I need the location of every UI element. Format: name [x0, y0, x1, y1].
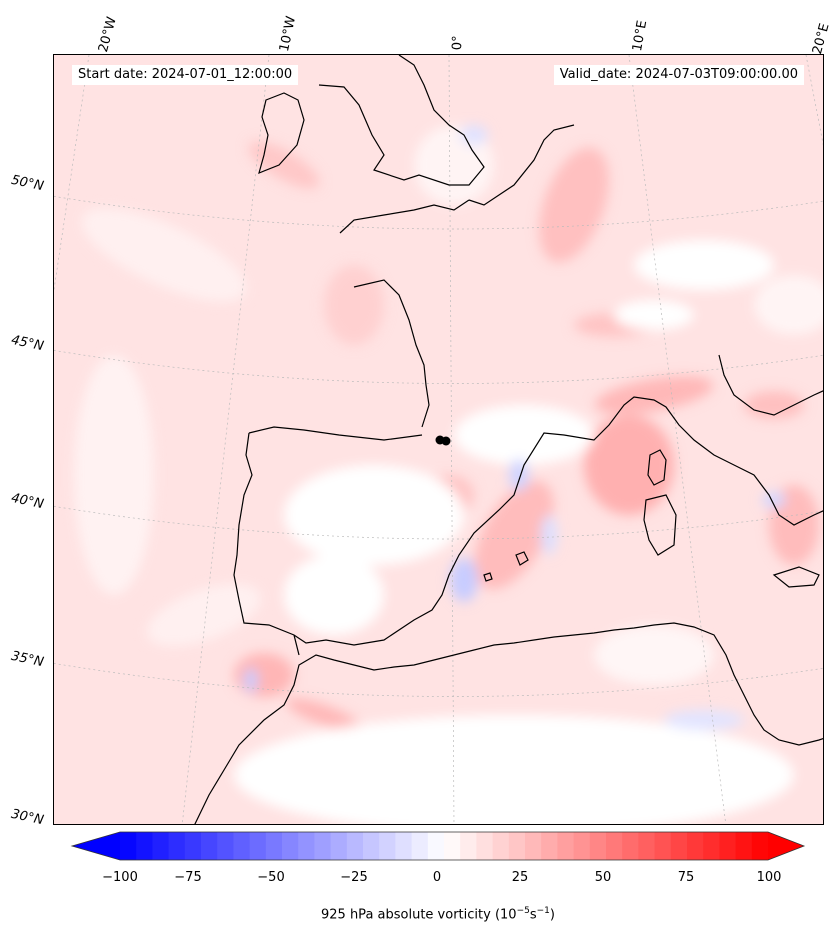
colorbar-segment [508, 832, 526, 860]
colorbar-segment [152, 832, 170, 860]
lat-label-45n: 45°N [9, 332, 45, 355]
colorbar-segment [573, 832, 591, 860]
colorbar-min-arrow [72, 832, 120, 860]
colorbar-segment [314, 832, 332, 860]
colorbar-segment [460, 832, 477, 860]
colorbar-segment [379, 832, 396, 860]
colorbar-segment [136, 832, 153, 860]
colorbar-segment [606, 832, 623, 860]
lat-label-50n: 50°N [9, 172, 45, 195]
valid-date-label: Valid_date: 2024-07-03T09:00:00.00 [553, 65, 804, 85]
colorbar-segment [363, 832, 380, 860]
lat-label-35n: 35°N [9, 648, 45, 671]
colorbar-segment [346, 832, 364, 860]
lon-label-10e: 10°E [630, 19, 651, 53]
colorbar-segment [249, 832, 267, 860]
colorbar-segment [703, 832, 720, 860]
colorbar-segment [622, 832, 639, 860]
colorbar-segment [735, 832, 753, 860]
vorticity-map [54, 55, 823, 824]
lon-label-0: 0° [450, 35, 466, 51]
colorbar-segment [298, 832, 315, 860]
colorbar-tick: 75 [677, 870, 695, 885]
colorbar-segment [330, 832, 348, 860]
colorbar-tick: 25 [511, 870, 529, 885]
colorbar-segment [120, 832, 137, 860]
colorbar-max-arrow [768, 832, 804, 860]
lat-label-30n: 30°N [9, 806, 45, 829]
lat-label-40n: 40°N [9, 490, 45, 513]
start-date-label: Start date: 2024-07-01_12:00:00 [72, 65, 299, 85]
colorbar-segment [184, 832, 202, 860]
colorbar-segment [525, 832, 542, 860]
colorbar-segment [687, 832, 704, 860]
coastlines [194, 55, 823, 824]
colorbar-segment [638, 832, 656, 860]
colorbar-tick: −25 [340, 870, 368, 885]
colorbar-segment [217, 832, 234, 860]
colorbar-tick: 0 [432, 870, 442, 885]
location-marker [435, 435, 451, 446]
colorbar-tick: −50 [257, 870, 285, 885]
colorbar-segment [201, 832, 218, 860]
colorbar [70, 831, 806, 861]
colorbar-segment [282, 832, 299, 860]
colorbar-segment [411, 832, 429, 860]
colorbar-tick: −100 [102, 870, 138, 885]
lon-label-20e: 20°E [810, 21, 832, 56]
colorbar-segment [233, 832, 251, 860]
colorbar-segment [265, 832, 283, 860]
colorbar-segment [168, 832, 186, 860]
colorbar-segment [589, 832, 607, 860]
colorbar-segment [492, 832, 510, 860]
colorbar-segment [719, 832, 737, 860]
colorbar-segment [476, 832, 494, 860]
colorbar-segment [444, 832, 461, 860]
colorbar-segment [670, 832, 688, 860]
colorbar-label: 925 hPa absolute vorticity (10−5s−1) [321, 906, 555, 923]
colorbar-segment [654, 832, 672, 860]
map-panel [53, 54, 824, 825]
colorbar-segment [541, 832, 558, 860]
graticule [54, 55, 823, 824]
lon-label-10w: 10°W [277, 14, 300, 54]
colorbar-tick: −75 [174, 870, 202, 885]
colorbar-segment [395, 832, 413, 860]
colorbar-segment [427, 832, 445, 860]
colorbar-segment [751, 832, 769, 860]
colorbar-tick: 50 [594, 870, 612, 885]
colorbar-segment [557, 832, 575, 860]
colorbar-tick: 100 [756, 870, 782, 885]
vorticity-shading [74, 125, 823, 824]
lon-label-20w: 20°W [96, 15, 120, 54]
